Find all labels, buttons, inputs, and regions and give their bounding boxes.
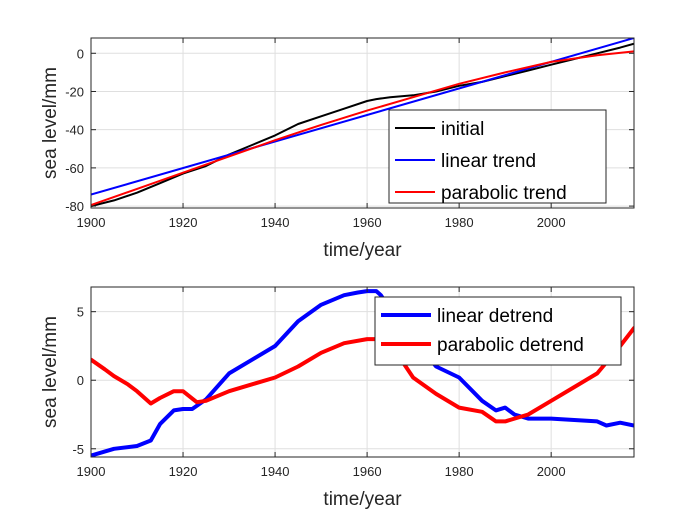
legend-entry: parabolic detrend xyxy=(437,335,584,356)
x-tick-label: 1980 xyxy=(445,464,474,479)
legend-box xyxy=(374,296,622,366)
x-axis-label: time/year xyxy=(323,240,402,261)
bottom-chart-panel: 1900 1920 1940 1960 1980 2000 -5 0 5 time/year sea… xyxy=(40,286,635,510)
x-tick-label: 2000 xyxy=(537,464,566,479)
legend-entry: initial xyxy=(441,119,484,140)
x-tick-label: 1920 xyxy=(169,464,198,479)
x-axis-label: time/year xyxy=(323,489,402,510)
axes-box xyxy=(90,286,635,458)
series-line-linear-detrend xyxy=(91,289,634,457)
x-tick-label: 1920 xyxy=(169,215,198,230)
legend-entry: linear detrend xyxy=(437,306,553,327)
y-tick-label: -20 xyxy=(65,84,84,99)
x-tick-label: 1940 xyxy=(261,215,290,230)
x-tick-label: 1940 xyxy=(261,464,290,479)
legend-box xyxy=(388,109,607,204)
y-axis-label: sea level/mm xyxy=(40,67,61,179)
x-tick-label: 1980 xyxy=(445,215,474,230)
y-tick-label: 0 xyxy=(77,46,84,61)
legend-entry: linear trend xyxy=(441,151,536,172)
y-tick-label: 5 xyxy=(77,305,84,320)
legend: linear detrend parabolic detrend xyxy=(374,296,622,366)
y-tick-label: -60 xyxy=(65,161,84,176)
x-tick-label: 1960 xyxy=(353,464,382,479)
y-tick-label: -5 xyxy=(72,442,84,457)
y-tick-label: -80 xyxy=(65,199,84,214)
y-tick-label: -40 xyxy=(65,123,84,138)
series-line-parabolic-trend xyxy=(91,50,634,207)
top-chart-panel: 1900 1920 1940 1960 1980 2000 -80 -60 -40 -20 0 tim… xyxy=(40,37,635,261)
x-tick-label: 1900 xyxy=(77,464,106,479)
series-line-parabolic-detrend xyxy=(91,326,634,424)
legend: initial linear trend parabolic trend xyxy=(388,109,607,204)
y-tick-label: 0 xyxy=(77,373,84,388)
axes-box xyxy=(90,37,635,209)
y-axis-label: sea level/mm xyxy=(40,316,61,428)
legend-entry: parabolic trend xyxy=(441,183,567,204)
x-tick-label: 2000 xyxy=(537,215,566,230)
x-tick-label: 1960 xyxy=(353,215,382,230)
x-tick-label: 1900 xyxy=(77,215,106,230)
